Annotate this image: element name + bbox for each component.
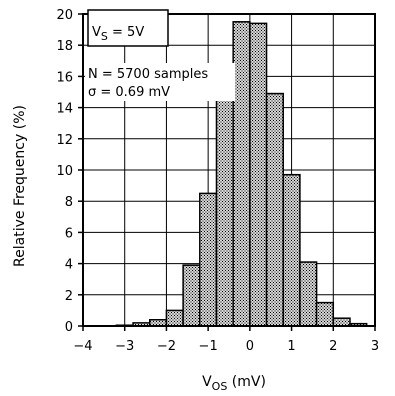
- y-tick-label: 12: [56, 133, 73, 148]
- histogram-bar: [249, 22, 268, 327]
- histogram-bar: [182, 264, 201, 327]
- annotation-box: [87, 9, 169, 47]
- y-axis-title: Relative Frequency (%): [12, 105, 28, 267]
- y-tick-label: 18: [56, 39, 73, 54]
- y-tick-label: 6: [65, 226, 73, 241]
- y-tick-label: 16: [56, 70, 73, 85]
- histogram-bar: [265, 92, 284, 327]
- x-tick-label: −3: [115, 339, 134, 354]
- y-tick-label: 2: [65, 289, 73, 304]
- histogram-bar: [332, 317, 351, 327]
- histogram-bar: [215, 88, 234, 327]
- y-tick-label: 10: [56, 164, 73, 179]
- x-tick-label: 2: [329, 339, 337, 354]
- histogram-bar: [165, 309, 184, 327]
- samples-annotation: N = 5700 samples: [88, 67, 208, 82]
- histogram-bar: [282, 173, 301, 327]
- x-axis-title: VOS (mV): [202, 374, 266, 393]
- histogram-bar: [299, 261, 318, 327]
- y-tick-label: 0: [65, 320, 73, 335]
- histogram-bar: [315, 301, 335, 327]
- x-tick-label: −2: [157, 339, 176, 354]
- x-tick-label: −4: [73, 339, 92, 354]
- histogram-bar: [232, 21, 251, 327]
- x-tick-labels: −4 −3 −2 −1 0 1 2 3: [73, 339, 379, 354]
- y-tick-label: 8: [65, 195, 73, 210]
- y-tick-label: 4: [65, 258, 73, 273]
- axis-ticks: [78, 13, 376, 331]
- x-tick-label: 3: [371, 339, 379, 354]
- y-tick-labels: 0 2 4 6 8 10 12 14 16 18 20: [56, 8, 73, 335]
- sigma-annotation: σ = 0.69 mV: [88, 85, 170, 100]
- x-tick-label: −1: [199, 339, 218, 354]
- histogram-bar: [199, 192, 218, 327]
- y-tick-label: 14: [56, 102, 73, 117]
- x-tick-label: 0: [246, 339, 254, 354]
- x-tick-label: 1: [287, 339, 295, 354]
- supply-annotation: VS = 5V: [92, 25, 144, 43]
- y-tick-label: 20: [56, 8, 73, 23]
- samples-label-bg: [85, 63, 235, 101]
